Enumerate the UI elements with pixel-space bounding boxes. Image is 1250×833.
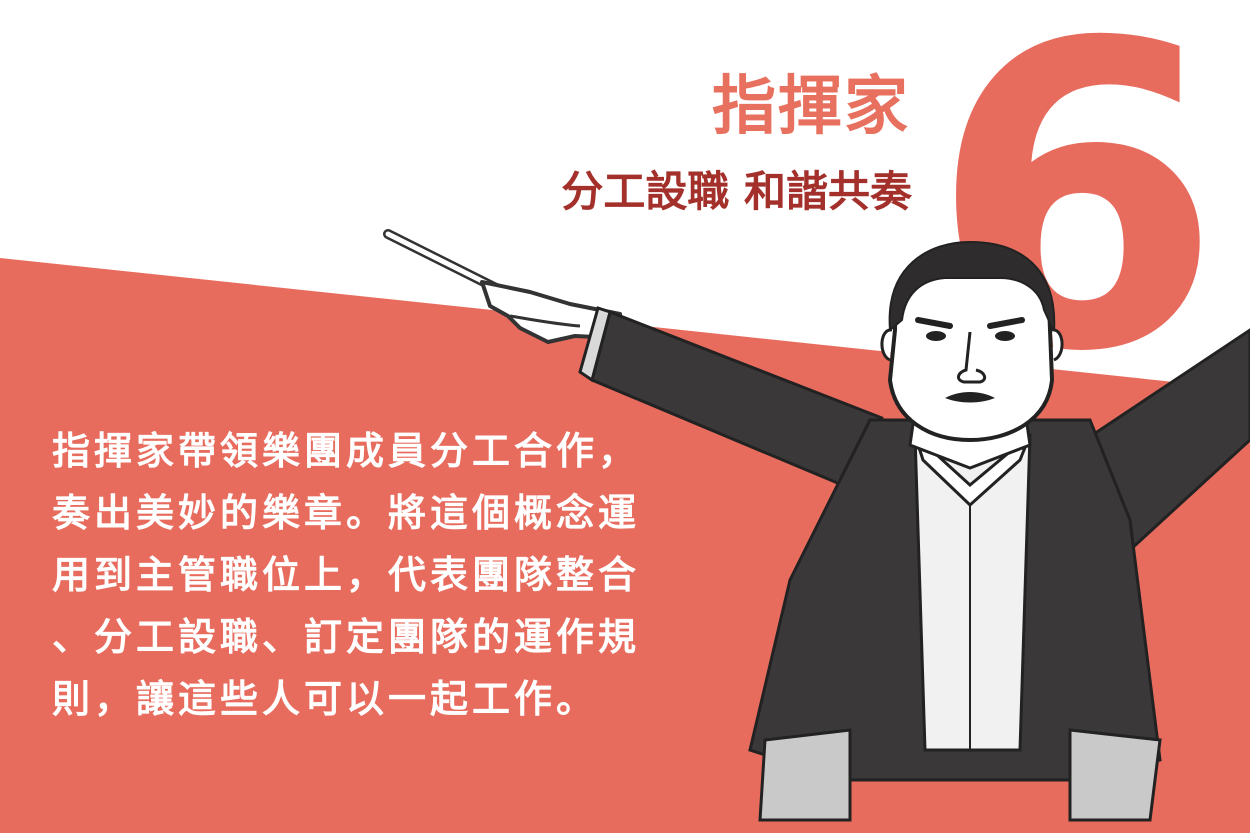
description-line: 指揮家帶領樂團成員分工合作， [52,429,641,473]
page-title: 指揮家 [712,70,910,144]
page-subtitle: 分工設職 和諧共奏 [561,167,912,216]
description-line: 則，讓這些人可以一起工作。 [52,677,599,721]
hand [480,280,622,344]
shirt [911,430,1032,752]
conductor-illustration [383,229,1250,822]
description-line: 奏出美妙的樂章。將這個概念運 [52,491,641,535]
description-line: 、分工設職、訂定團隊的運作規 [52,615,641,659]
description-line: 用到主管職位上，代表團隊整合 [52,553,641,597]
head [880,240,1064,443]
description-paragraph: 指揮家帶領樂團成員分工合作， 奏出美妙的樂章。將這個概念運 用到主管職位上，代表… [52,420,702,730]
